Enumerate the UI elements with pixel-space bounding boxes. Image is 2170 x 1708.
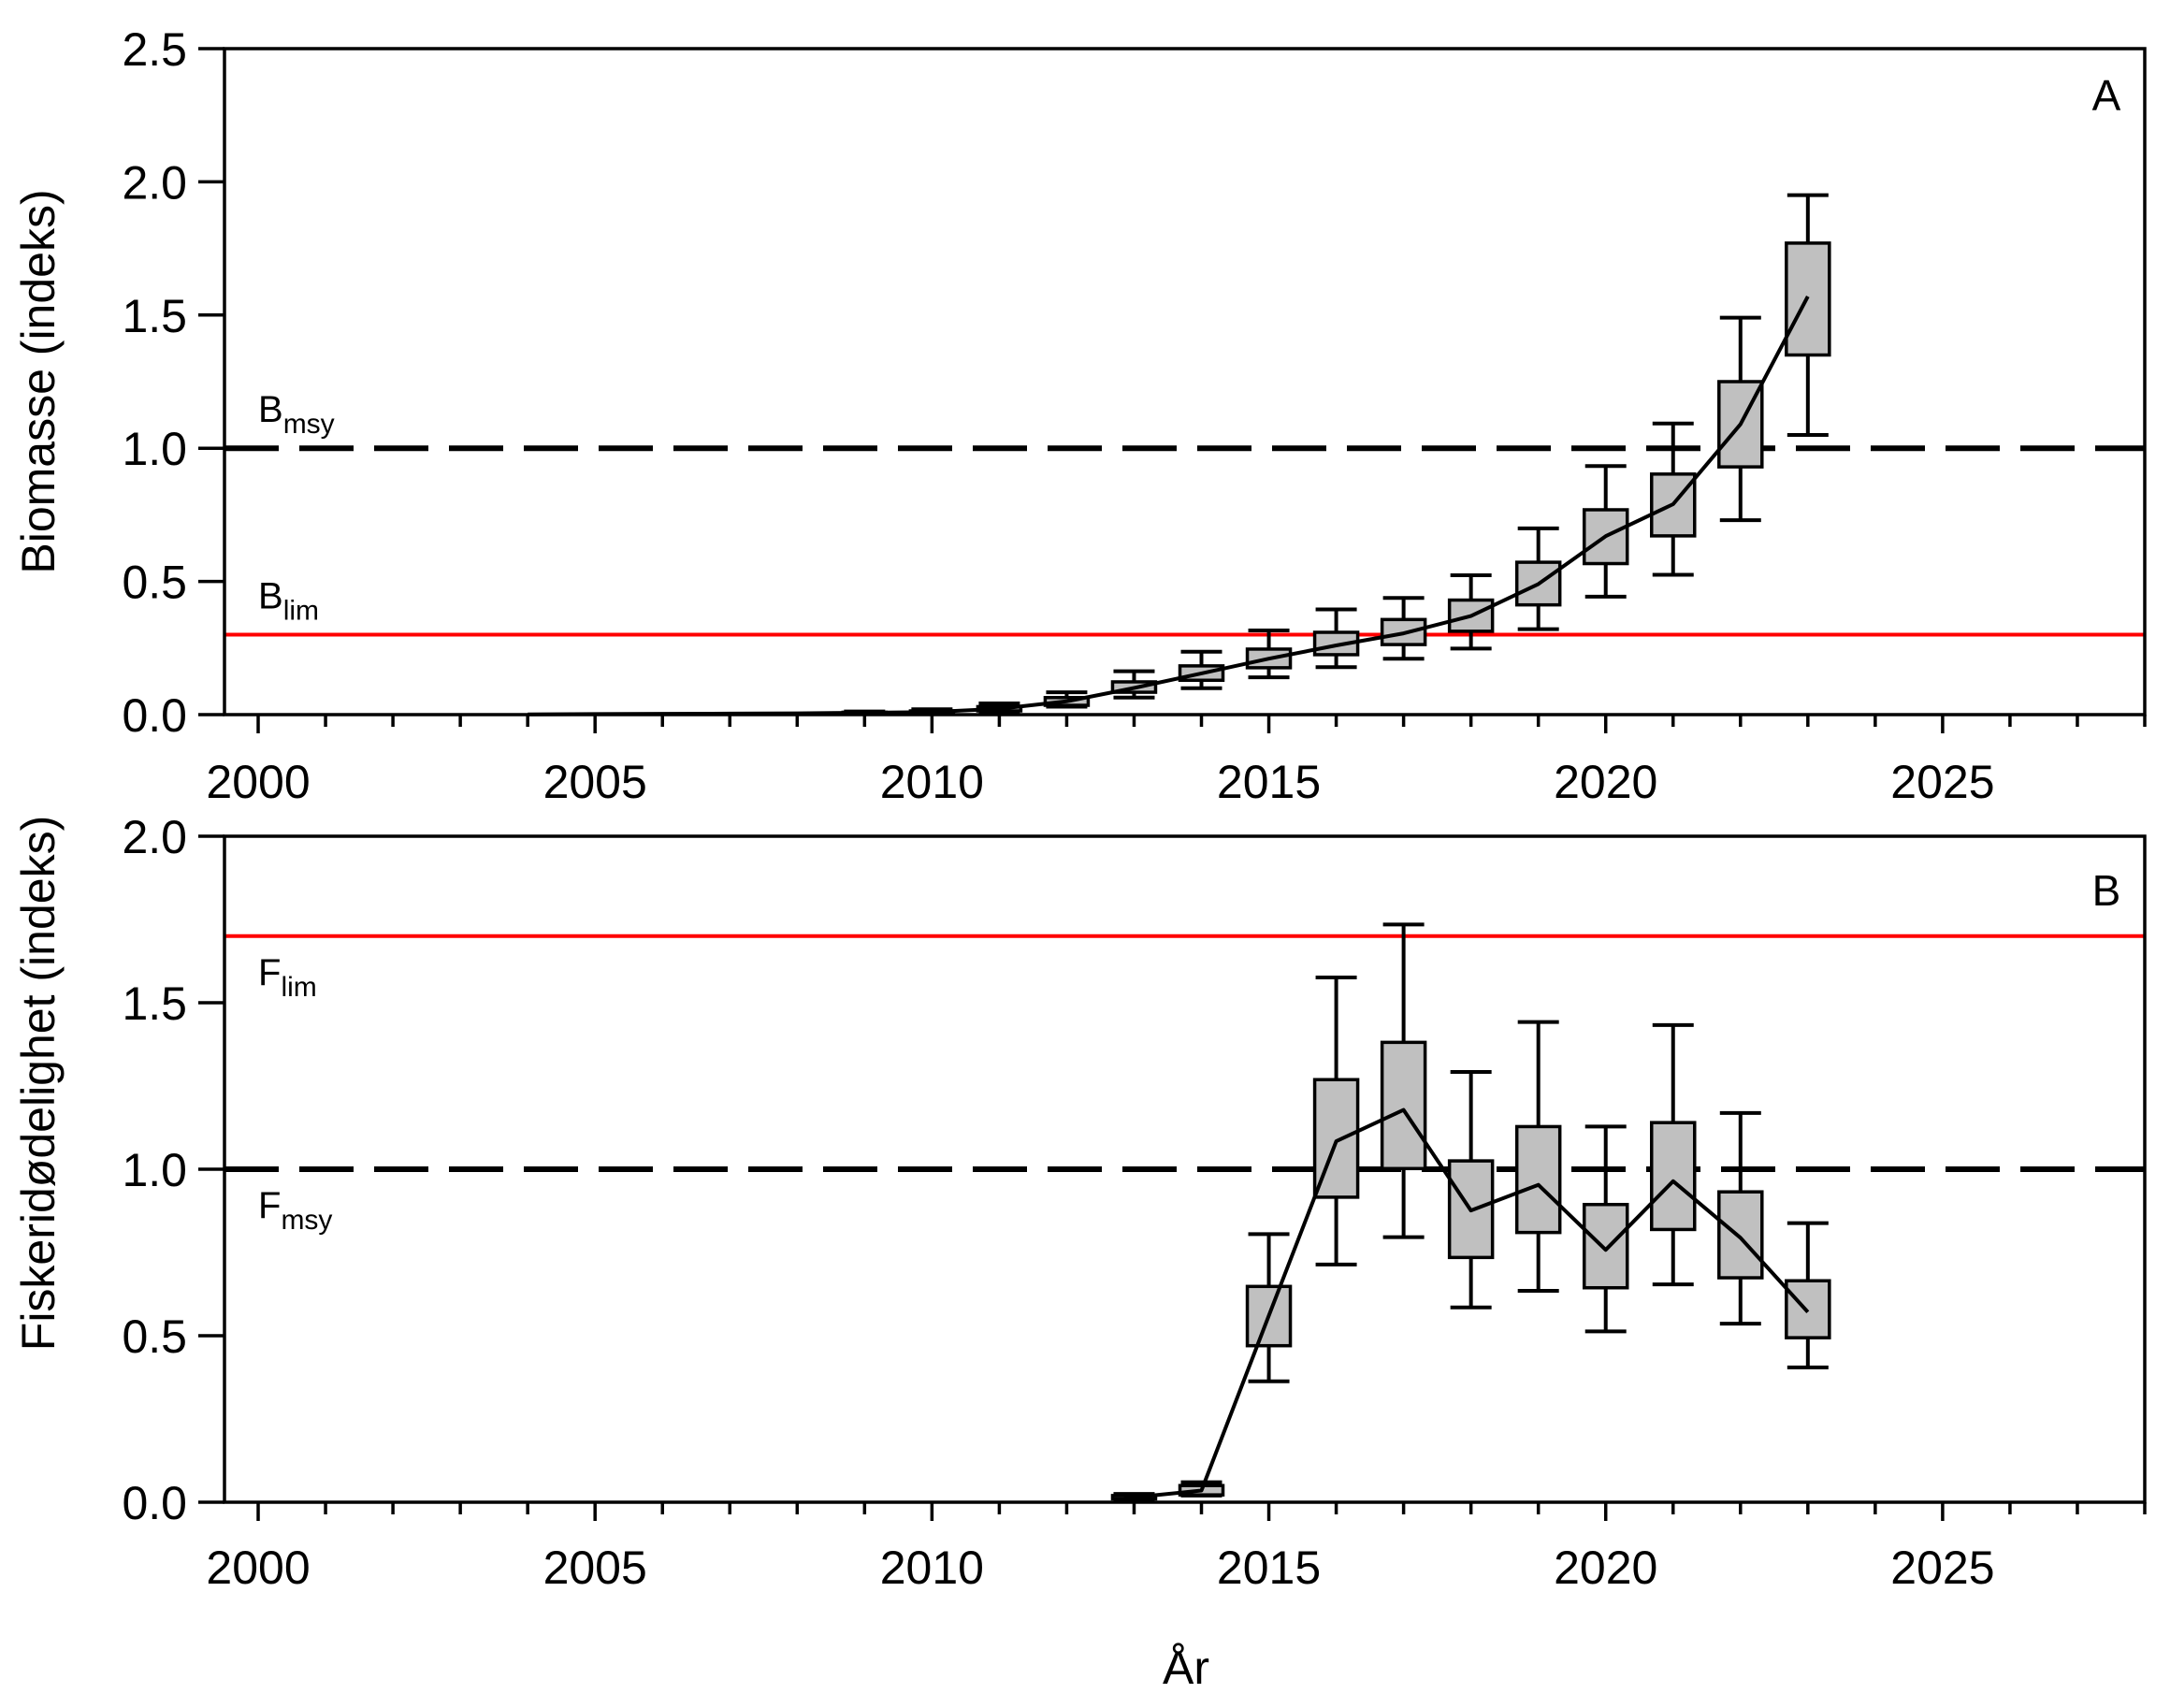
x-tick-label: 2025 — [1890, 1542, 1994, 1594]
reference-lines — [224, 934, 2145, 1172]
y-tick-label: 1.0 — [122, 423, 187, 475]
y-tick-label: 0.0 — [122, 689, 187, 742]
y-tick-label: 2.0 — [122, 811, 187, 863]
axes: 0.0 0.5 1.0 1.5 2.0 2000 2005 2010 2015 2020 2025 — [122, 811, 2147, 1594]
y-tick-label: 2.0 — [122, 156, 187, 209]
x-tick-label: 2025 — [1890, 756, 1994, 808]
box-2016 — [1312, 975, 1360, 1267]
box-2017 — [1380, 922, 1427, 1239]
x-tick-label: 2005 — [543, 756, 647, 808]
panel-a-biomass: 0.0 0.5 1.0 1.5 2.0 2.5 2000 2005 2010 2015 2020 20… — [12, 23, 2147, 808]
box-2020 — [1582, 464, 1629, 599]
iqr-box — [1514, 1124, 1562, 1235]
box-2022 — [1717, 1110, 1764, 1326]
y-tick-label: 1.5 — [122, 977, 187, 1030]
box-2021 — [1650, 1022, 1697, 1287]
y-tick-label: 0.5 — [122, 557, 187, 609]
x-tick-label: 2020 — [1554, 1542, 1657, 1594]
y-tick-label: 1.0 — [122, 1144, 187, 1196]
iqr-box — [1312, 1078, 1360, 1199]
fmsy-label: Fmsy — [258, 1185, 332, 1236]
reference-labels: Flim Fmsy — [258, 952, 332, 1236]
iqr-box — [1717, 1190, 1764, 1280]
panel-letter-b: B — [2092, 866, 2121, 915]
iqr-box — [1650, 1121, 1697, 1232]
x-tick-label: 2000 — [206, 756, 310, 808]
box-series — [1110, 922, 1831, 1502]
plot-frame — [223, 47, 2147, 716]
x-tick-label: 2005 — [543, 1542, 647, 1594]
y-axis-title-b: Fiskeridødelighet (indeks) — [12, 816, 65, 1351]
x-tick-label: 2015 — [1217, 1542, 1321, 1594]
box-2020 — [1582, 1124, 1629, 1334]
panel-letter-a: A — [2092, 71, 2121, 120]
reference-labels: Bmsy Blim — [258, 389, 335, 626]
y-axis-title-a: Biomasse (indeks) — [12, 189, 65, 573]
iqr-box — [1582, 508, 1629, 566]
blim-label: Blim — [258, 576, 319, 627]
iqr-box — [1380, 1040, 1427, 1171]
axes: 0.0 0.5 1.0 1.5 2.0 2.5 2000 2005 2010 2015 2020 20… — [122, 23, 2147, 808]
iqr-box — [1785, 1279, 1831, 1339]
x-tick-label: 2010 — [880, 756, 984, 808]
y-tick-label: 0.5 — [122, 1310, 187, 1363]
y-tick-label: 0.0 — [122, 1477, 187, 1529]
iqr-box — [1582, 1202, 1629, 1290]
bmsy-label: Bmsy — [258, 389, 335, 440]
x-tick-label: 2000 — [206, 1542, 310, 1594]
x-tick-label: 2020 — [1554, 756, 1657, 808]
y-tick-label: 1.5 — [122, 290, 187, 342]
x-tick-label: 2015 — [1217, 756, 1321, 808]
y-tick-label: 2.5 — [122, 23, 187, 76]
box-2019 — [1514, 1020, 1562, 1293]
x-axis-title: År — [1163, 1642, 1209, 1694]
median-trend-line — [1123, 1107, 1810, 1500]
x-tick-label: 2010 — [880, 1542, 984, 1594]
flim-label: Flim — [258, 952, 317, 1003]
box-2023 — [1785, 1221, 1831, 1369]
reference-lines — [224, 445, 2145, 637]
